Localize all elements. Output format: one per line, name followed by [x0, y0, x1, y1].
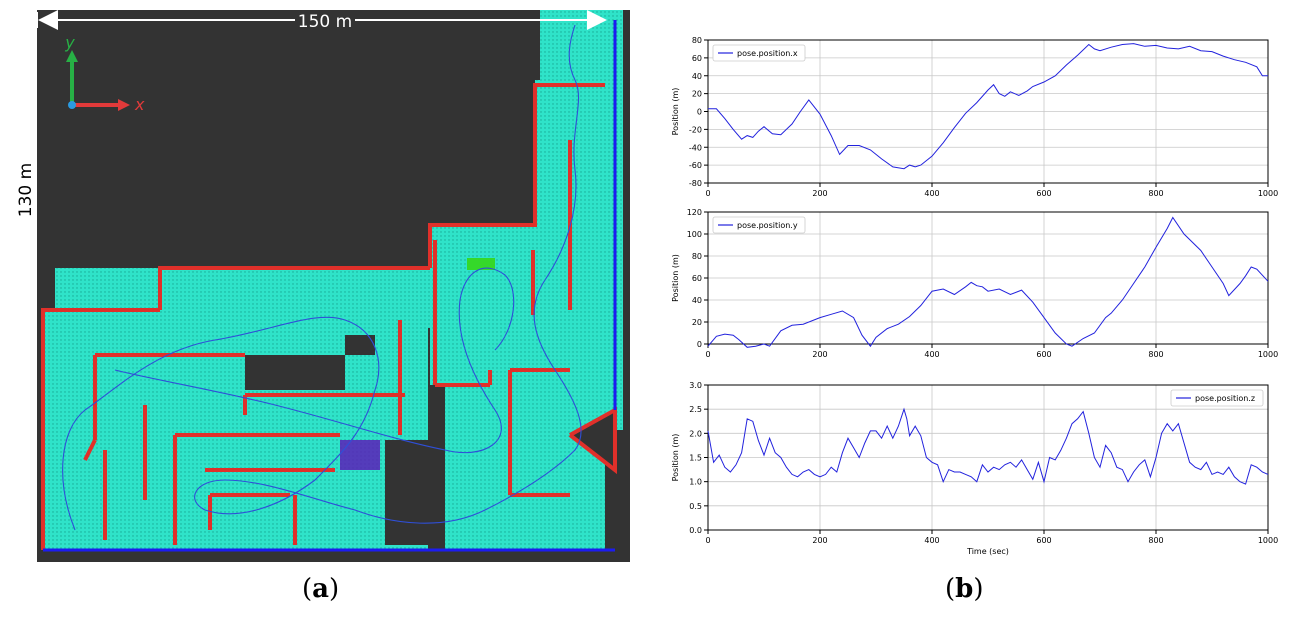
y-tick-label: 60 [692, 54, 702, 63]
x-axis-label: Time (sec) [966, 547, 1009, 556]
occupancy-map: 150 m 130 m y x [13, 10, 630, 562]
legend-box [1170, 389, 1264, 407]
walls [41, 83, 617, 550]
y-tick-label: -80 [689, 179, 702, 188]
pose-plots-panel: -80 -60 -40 -20 0 20 40 60 80 0 200 400 600 800 1000 Po… [660, 28, 1280, 568]
width-label: 150 m [298, 12, 352, 32]
height-label: 130 m [16, 163, 36, 217]
x-tick-label: 600 [1036, 536, 1051, 545]
y-axis-label: y [64, 33, 75, 52]
y-tick-label: 80 [692, 252, 702, 261]
series-line [708, 43, 1268, 170]
x-tick-label: 800 [1148, 536, 1163, 545]
y-tick-label: 2.0 [689, 429, 702, 438]
robot-trajectory [62, 24, 582, 531]
y-tick-label: 60 [692, 274, 702, 283]
y-tick-label: 100 [687, 230, 702, 239]
y-axis-label: Position (m) [671, 254, 680, 302]
robot-trajectory-2 [114, 267, 515, 454]
y-tick-label: 3.0 [689, 381, 702, 390]
x-tick-label: 400 [924, 350, 939, 359]
x-tick-label: 200 [812, 189, 827, 198]
y-tick-label: 0.0 [689, 526, 702, 535]
legend-label: pose.position.y [737, 221, 798, 230]
y-tick-label: 2.5 [689, 405, 702, 414]
x-tick-label: 0 [705, 536, 710, 545]
obstacles [245, 335, 615, 545]
boundary [43, 20, 617, 552]
y-tick-label: -60 [689, 161, 702, 170]
y-tick-label: -40 [689, 143, 702, 152]
y-axis-arrowhead [66, 50, 78, 62]
y-axis-label: Position (m) [671, 88, 680, 136]
legend-box [712, 216, 806, 234]
x-tick-label: 0 [705, 350, 710, 359]
y-tick-label: 40 [692, 296, 702, 305]
y-tick-label: 20 [692, 318, 702, 327]
y-tick-label: 80 [692, 36, 702, 45]
x-tick-label: 200 [812, 536, 827, 545]
x-tick-label: 400 [924, 536, 939, 545]
y-tick-label: 0 [697, 340, 702, 349]
x-tick-label: 1000 [1258, 189, 1278, 198]
y-tick-label: -20 [689, 125, 702, 134]
height-label-bg [15, 160, 37, 220]
x-tick-label: 600 [1036, 189, 1051, 198]
y-tick-label: 0 [697, 108, 702, 117]
caption-b: (b) [945, 574, 984, 604]
color-artifact [340, 440, 380, 470]
y-tick-label: 1.5 [689, 454, 702, 463]
x-tick-label: 800 [1148, 189, 1163, 198]
y-tick-label: 20 [692, 90, 702, 99]
y-tick-label: 120 [687, 208, 702, 217]
x-tick-label: 600 [1036, 350, 1051, 359]
map-white-margin [15, 10, 37, 562]
legend-box [712, 44, 806, 62]
chart-2: 0 20 40 60 80 100 120 0 200 400 600 800 1000 Position… [671, 208, 1278, 359]
x-tick-label: 1000 [1258, 350, 1278, 359]
chart-3: 0.0 0.5 1.0 1.5 2.0 2.5 3.0 0 200 400 600 800 1000 Po… [671, 381, 1278, 556]
x-tick-label: 400 [924, 189, 939, 198]
legend-label: pose.position.z [1195, 394, 1255, 403]
map-panel: 150 m 130 m y x [13, 10, 630, 562]
x-axis-label: x [134, 95, 145, 114]
y-tick-label: 0.5 [689, 502, 702, 511]
color-artifact-green [467, 258, 495, 270]
x-tick-label: 200 [812, 350, 827, 359]
x-tick-label: 0 [705, 189, 710, 198]
y-axis-label: Position (m) [671, 434, 680, 482]
series-line [707, 407, 1269, 485]
series-line [707, 216, 1269, 348]
origin-dot [68, 101, 76, 109]
x-tick-label: 1000 [1258, 536, 1278, 545]
x-tick-label: 800 [1148, 350, 1163, 359]
y-tick-label: 40 [692, 72, 702, 81]
caption-a: (a) [302, 574, 340, 604]
legend-label: pose.position.x [737, 49, 798, 58]
y-tick-label: 1.0 [689, 478, 702, 487]
x-axis-arrowhead [118, 99, 130, 111]
